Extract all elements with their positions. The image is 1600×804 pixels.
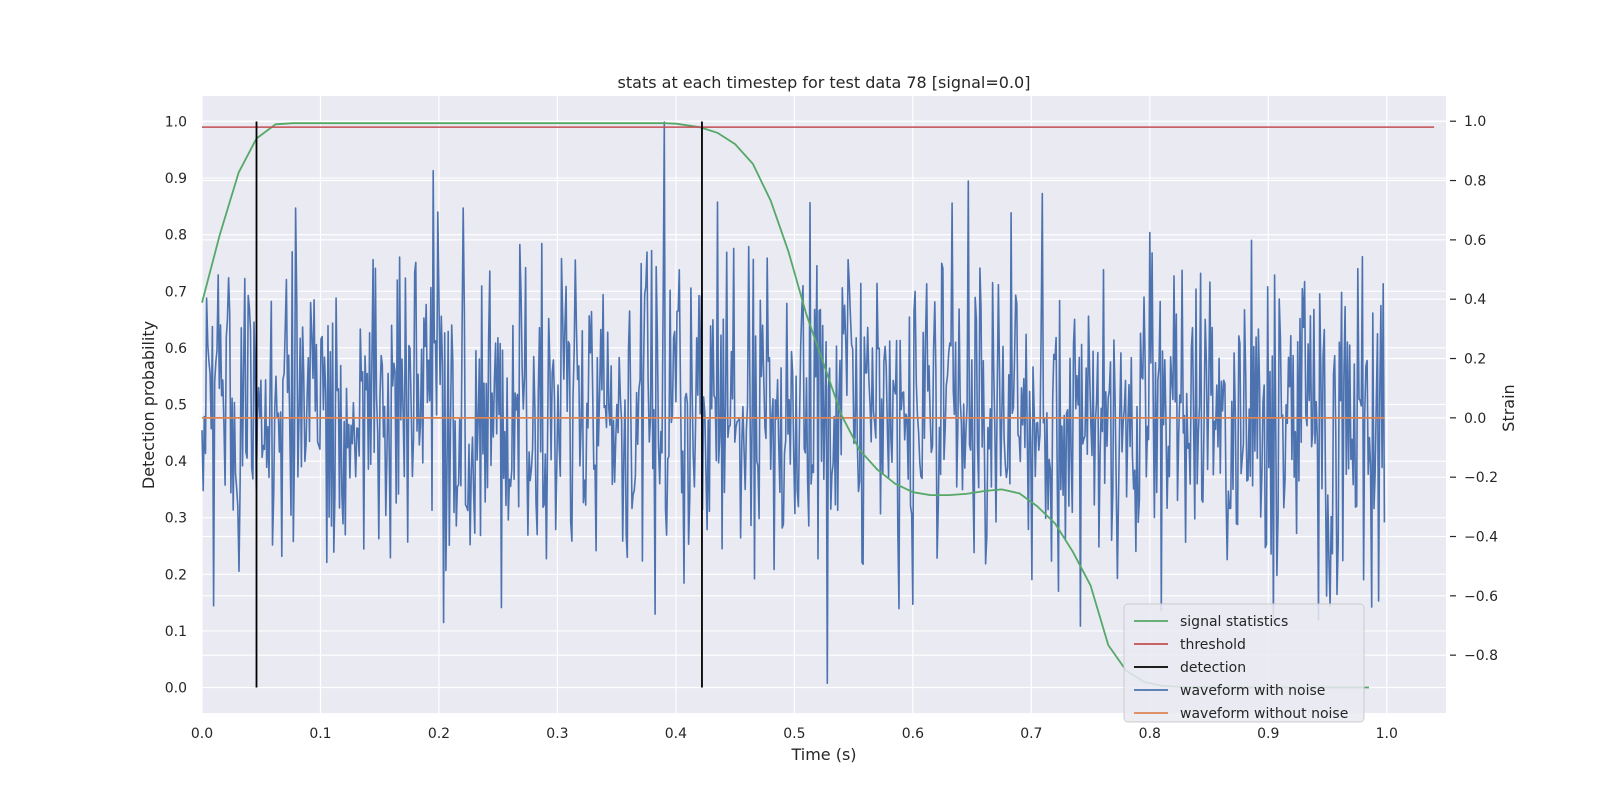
y2-tick-label: 1.0 — [1464, 114, 1486, 130]
x-tick-label: 0.6 — [902, 726, 924, 742]
x-tick-label: 0.5 — [783, 726, 805, 742]
y-axis-label: Detection probability — [139, 321, 158, 489]
x-tick-label: 0.7 — [1020, 726, 1042, 742]
y-tick-label: 0.0 — [165, 681, 187, 697]
y-tick-label: 0.5 — [165, 398, 187, 414]
y2-tick-label: 0.4 — [1464, 292, 1486, 308]
x-tick-label: 0.3 — [546, 726, 568, 742]
y2-tick-label: −0.8 — [1464, 648, 1498, 664]
y2-tick-label: −0.2 — [1464, 470, 1498, 486]
legend-frame — [1123, 603, 1365, 723]
x-tick-label: 0.1 — [309, 726, 331, 742]
y2-tick-label: −0.6 — [1464, 589, 1498, 605]
y-axis-ticks: 0.0 0.1 0.2 0.3 0.4 0.5 0.6 0.7 0.8 0.9 1.0 — [165, 114, 187, 696]
y2-tick-label: 0.0 — [1464, 411, 1486, 427]
series-waveform-with-noise — [201, 121, 1386, 685]
x-axis-ticks: 0.0 0.1 0.2 0.3 0.4 0.5 0.6 0.7 0.8 0.9 1.0 — [191, 726, 1398, 742]
y2-axis-label: Strain — [1499, 384, 1518, 431]
x-tick-label: 0.4 — [665, 726, 687, 742]
legend-label: threshold — [1180, 637, 1246, 653]
y-tick-label: 0.2 — [165, 567, 187, 583]
legend-label: waveform with noise — [1180, 683, 1325, 699]
legend-label: detection — [1180, 660, 1246, 676]
legend: signal statistics threshold detection wavef… — [1123, 603, 1365, 723]
y-tick-label: 1.0 — [165, 114, 187, 130]
x-axis-label: Time (s) — [790, 745, 856, 764]
chart-title: stats at each timestep for test data 78 … — [618, 73, 1031, 92]
y2-tick-label: −0.4 — [1464, 530, 1498, 546]
y-tick-label: 0.7 — [165, 284, 187, 300]
y2-tick-label: 0.8 — [1464, 174, 1486, 190]
y2-tick-label: 0.6 — [1464, 233, 1486, 249]
x-tick-label: 1.0 — [1376, 726, 1398, 742]
x-tick-label: 0.8 — [1139, 726, 1161, 742]
x-tick-label: 0.9 — [1257, 726, 1279, 742]
y2-axis-ticks: −0.8 −0.6 −0.4 −0.2 0.0 0.2 0.4 0.6 0.8 1.0 — [1450, 114, 1498, 664]
y-tick-label: 0.6 — [165, 341, 187, 357]
y-tick-label: 0.9 — [165, 171, 187, 187]
x-tick-label: 0.2 — [428, 726, 450, 742]
y-tick-label: 0.1 — [165, 624, 187, 640]
y-tick-label: 0.8 — [165, 228, 187, 244]
y-tick-label: 0.3 — [165, 511, 187, 527]
legend-label: waveform without noise — [1180, 706, 1348, 722]
y2-tick-label: 0.2 — [1464, 352, 1486, 368]
y-tick-label: 0.4 — [165, 454, 187, 470]
x-tick-label: 0.0 — [191, 726, 213, 742]
legend-items: signal statistics threshold detection wavef… — [1134, 614, 1348, 722]
legend-label: signal statistics — [1180, 614, 1288, 630]
